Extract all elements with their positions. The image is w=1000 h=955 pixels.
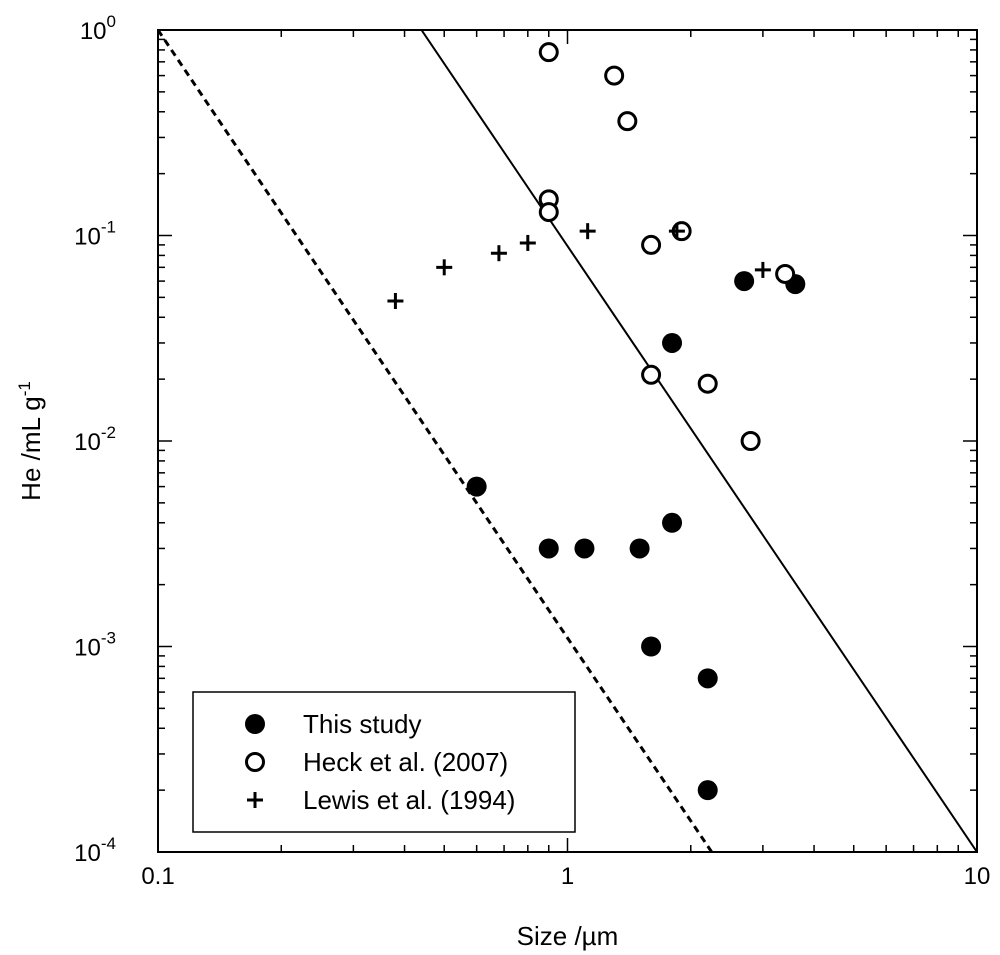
data-point: [629, 538, 650, 559]
data-point: [617, 111, 638, 132]
legend-label: Heck et al. (2007): [303, 747, 508, 777]
data-point: [668, 223, 685, 240]
data-point: [538, 42, 559, 63]
y-tick-label-exponent: -1: [101, 218, 116, 237]
data-point: [538, 538, 559, 559]
y-tick-label: 10-2: [74, 423, 116, 456]
legend: This study Heck et al. (2007) Lewis et al.…: [192, 691, 576, 833]
series-2: [538, 42, 796, 451]
data-points: [387, 42, 806, 801]
y-tick-label-exponent: -3: [101, 629, 116, 648]
data-point: [754, 261, 771, 278]
y-tick-label-exponent: -4: [101, 834, 116, 853]
legend-marker: [245, 714, 265, 734]
data-point: [466, 476, 487, 497]
reference-lines: [158, 30, 977, 852]
y-tick-label-exponent: -2: [101, 423, 116, 442]
data-point: [574, 538, 595, 559]
solid-reference-line: [420, 30, 977, 852]
data-point: [436, 259, 453, 276]
data-point: [604, 65, 625, 86]
y-tick-label: 10-3: [74, 629, 116, 662]
legend-entry: Lewis et al. (1994): [247, 785, 515, 815]
data-point: [662, 512, 683, 533]
legend-entry: This study: [245, 709, 422, 739]
dashed-reference-line: [158, 30, 713, 852]
data-point: [538, 202, 559, 223]
y-tick-label-base: 10: [74, 840, 101, 867]
data-point: [641, 234, 662, 255]
data-point: [519, 234, 536, 251]
y-tick-label: 100: [80, 12, 116, 45]
x-axis-title: Size /µm: [517, 921, 619, 951]
legend-entry: Heck et al. (2007): [245, 747, 508, 777]
data-point: [734, 271, 755, 292]
data-point: [697, 780, 718, 801]
data-point: [740, 431, 761, 451]
data-point: [697, 373, 718, 394]
series-3: [387, 223, 771, 310]
data-point: [490, 245, 507, 262]
legend-label: Lewis et al. (1994): [303, 785, 515, 815]
x-tick-label: 10: [964, 863, 991, 890]
y-tick-label-base: 10: [74, 224, 101, 251]
x-tick-label: 1: [561, 863, 574, 890]
data-point: [641, 636, 662, 657]
x-tick-label: 0.1: [141, 863, 174, 890]
y-tick-label-exponent: 0: [107, 12, 116, 31]
y-tick-label-base: 10: [80, 18, 107, 45]
legend-marker: [247, 792, 263, 808]
legend-marker: [245, 752, 265, 772]
y-tick-label-base: 10: [74, 429, 101, 456]
data-point: [579, 223, 596, 240]
y-tick-label: 10-1: [74, 218, 116, 251]
axis-ticks: [157, 30, 977, 853]
y-tick-label: 10-4: [74, 834, 116, 867]
data-point: [662, 332, 683, 353]
data-point: [641, 364, 662, 385]
y-axis-title-exponent: -1: [15, 381, 34, 396]
data-point: [775, 263, 796, 284]
y-axis-title: He /mL g-1: [15, 381, 46, 501]
series-1: [466, 271, 806, 801]
y-tick-label-base: 10: [74, 635, 101, 662]
y-axis-title-main: He /mL g: [16, 396, 46, 501]
data-point: [697, 668, 718, 689]
data-point: [387, 293, 404, 310]
legend-label: This study: [303, 709, 422, 739]
